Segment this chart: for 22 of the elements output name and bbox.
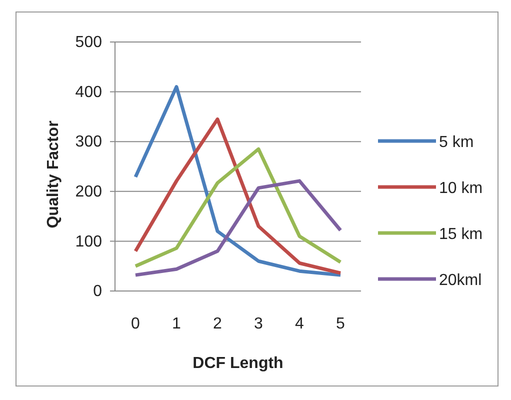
x-tick-label: 1 [172,315,182,332]
x-tick-label: 5 [336,315,346,332]
y-tick-label: 300 [75,134,102,151]
legend-label: 10 km [439,180,483,197]
x-tick-label: 3 [254,315,264,332]
y-tick-label: 400 [75,84,102,101]
x-axis-title: DCF Length [192,355,284,372]
x-tick-label: 4 [295,315,304,332]
x-tick-label: 2 [213,315,222,332]
y-tick-label: 100 [75,233,102,250]
y-tick-label: 500 [75,34,102,52]
line-series [134,147,342,268]
legend-label: 15 km [439,226,483,243]
x-tick-label: 0 [131,315,140,332]
legend-label: 5 km [439,134,474,151]
y-tick-label: 200 [75,184,102,201]
line-series [134,117,342,275]
legend-label: 20kml [439,272,482,289]
y-axis-title: Quality Factor [45,120,62,228]
line-series [134,179,342,277]
line-series [134,85,342,277]
y-tick-label: 0 [93,283,102,300]
